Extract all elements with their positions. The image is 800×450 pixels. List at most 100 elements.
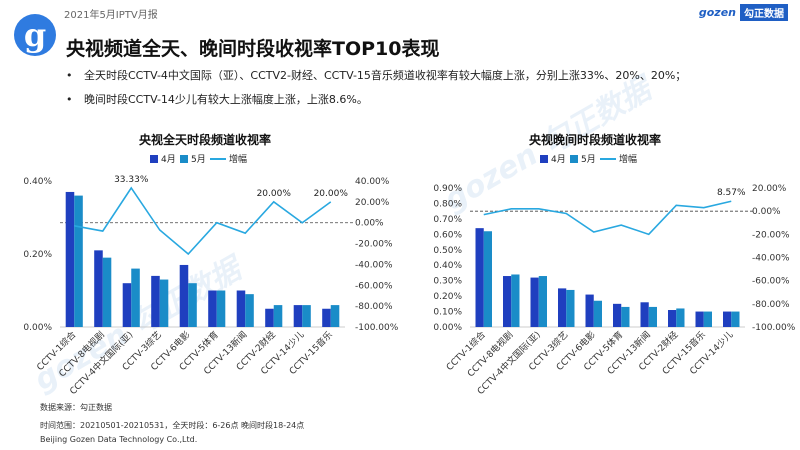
chart-title: 央视晚间时段频道收视率 (529, 132, 661, 147)
legend-swatch (180, 155, 188, 163)
bar-april (236, 290, 246, 327)
y-right-tick-label: -40.00% (752, 254, 790, 264)
legend-label: 4月 (551, 154, 566, 165)
legend-swatch (540, 155, 548, 163)
brand-en: gozen (698, 6, 736, 19)
y-left-tick-label: 0.20% (433, 292, 462, 302)
bar-april (640, 302, 649, 327)
bar-may (74, 195, 83, 327)
bar-april (530, 277, 539, 327)
bar-april (208, 290, 217, 327)
bar-may (273, 305, 283, 327)
bar-april (668, 310, 677, 327)
y-right-tick-label: -20.00% (355, 240, 393, 250)
y-left-tick-label: 0.40% (23, 177, 52, 187)
legend-swatch (150, 155, 158, 163)
y-left-tick-label: 0.00% (433, 323, 462, 333)
bar-may (703, 311, 712, 327)
y-right-tick-label: -20.00% (752, 230, 790, 240)
bar-may (159, 279, 169, 327)
y-right-tick-label: -40.00% (355, 260, 393, 270)
bar-may (593, 300, 602, 327)
bar-may (648, 306, 657, 327)
y-right-tick-label: -80.00% (355, 302, 393, 312)
legend-label: 增幅 (229, 153, 247, 165)
bar-april (503, 276, 512, 327)
y-right-tick-label: -100.00% (752, 323, 796, 333)
y-left-tick-label: 0.80% (433, 199, 462, 209)
legend-label: 5月 (581, 154, 596, 165)
header-bar: 2021年5月IPTV月报 gozen 勾正数据 (0, 0, 800, 24)
chart-title: 央视全天时段频道收视率 (139, 132, 271, 147)
report-title: 2021年5月IPTV月报 (64, 10, 158, 21)
bar-may (102, 257, 112, 327)
y-left-tick-label: 0.10% (433, 308, 462, 318)
y-left-tick-label: 0.60% (433, 230, 462, 240)
bar-april (265, 308, 274, 327)
y-right-tick-label: 0.00% (752, 207, 781, 217)
y-right-tick-label: 40.00% (355, 177, 390, 187)
y-left-tick-label: 0.50% (433, 246, 462, 256)
bar-may (511, 274, 520, 327)
bullet-item: 全天时段CCTV-4中文国际（亚）、CCTV2-财经、CCTV-15音乐频道收视… (62, 68, 782, 92)
page-title: 央视频道全天、晚间时段收视率TOP10表现 (66, 38, 440, 60)
bar-may (676, 308, 685, 327)
logo-icon: g (14, 14, 56, 56)
company-name: Beijing Gozen Data Technology Co.,Ltd. (40, 435, 198, 444)
y-right-tick-label: -60.00% (752, 277, 790, 287)
bar-may (245, 294, 254, 327)
bar-may (483, 231, 492, 327)
legend-label: 4月 (161, 154, 176, 165)
bullet-item: 晚间时段CCTV-14少儿有较大上涨幅度上涨，上涨8.6%。 (62, 92, 782, 116)
bar-april (179, 264, 189, 327)
bar-april (558, 288, 567, 327)
bar-april (613, 303, 622, 327)
bar-may (302, 305, 311, 327)
time-range: 时间范围：20210501-20210531，全天时段：6-26点 晚间时段18… (40, 421, 305, 430)
growth-line (74, 186, 332, 256)
bar-april (94, 250, 103, 327)
data-label: 20.00% (314, 189, 349, 199)
bar-april (151, 275, 160, 327)
bar-may (731, 311, 740, 327)
data-label: 33.33% (114, 175, 149, 185)
y-right-tick-label: -80.00% (752, 300, 790, 310)
bar-may (131, 268, 140, 327)
bar-april (475, 228, 484, 327)
legend-label: 5月 (191, 154, 206, 165)
y-right-tick-label: 0.00% (355, 219, 384, 229)
bar-april (723, 311, 732, 327)
bar-may (216, 290, 226, 327)
bar-april (695, 311, 704, 327)
y-right-tick-label: -60.00% (355, 281, 393, 291)
brand-logo: gozen 勾正数据 (699, 4, 788, 21)
bar-april (65, 191, 75, 327)
bar-april (293, 305, 303, 327)
legend-label: 增幅 (619, 153, 637, 165)
bar-may (566, 289, 575, 327)
data-label: 20.00% (257, 189, 292, 199)
bar-may (538, 276, 547, 327)
bar-may (621, 306, 630, 327)
bullet-list: 全天时段CCTV-4中文国际（亚）、CCTV2-财经、CCTV-15音乐频道收视… (62, 68, 782, 116)
bar-may (330, 305, 340, 327)
bar-may (188, 283, 197, 327)
y-left-tick-label: 0.20% (23, 250, 52, 260)
y-left-tick-label: 0.70% (433, 215, 462, 225)
data-source: 数据来源：勾正数据 (40, 403, 112, 412)
y-left-tick-label: 0.90% (433, 184, 462, 194)
y-right-tick-label: 20.00% (355, 198, 390, 208)
y-left-tick-label: 0.00% (23, 323, 52, 333)
y-left-tick-label: 0.30% (433, 277, 462, 287)
y-right-tick-label: -100.00% (355, 323, 399, 333)
bar-april (122, 283, 132, 327)
bar-april (585, 294, 594, 327)
y-left-tick-label: 0.40% (433, 261, 462, 271)
bar-april (322, 308, 331, 327)
brand-cn: 勾正数据 (740, 4, 788, 21)
growth-line (483, 200, 732, 236)
legend-swatch (570, 155, 578, 163)
y-right-tick-label: 20.00% (752, 184, 787, 194)
data-label: 8.57% (717, 188, 746, 198)
